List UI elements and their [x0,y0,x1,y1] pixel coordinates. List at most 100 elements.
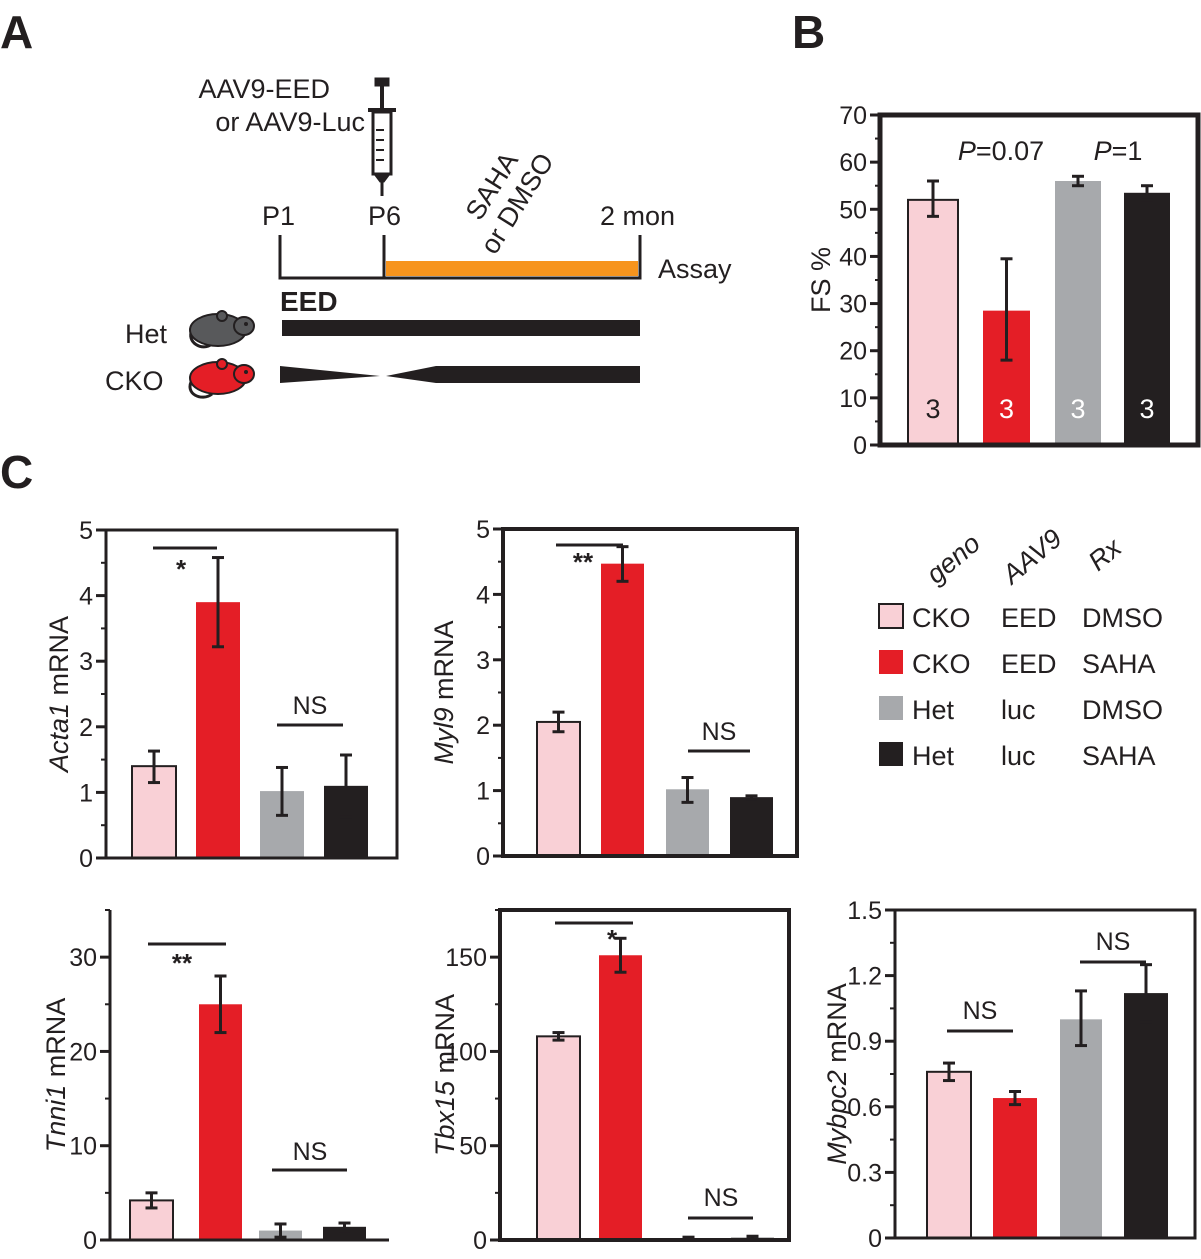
y-axis-label-gene: Acta1 [44,703,74,774]
bar-mybpc2-1 [993,1098,1037,1238]
error-bar-acta1-2 [276,765,288,817]
error-bar-mybpc2-0 [943,1061,955,1083]
tick-label-myl9-3: 3 [476,647,490,675]
syringe-icon [368,77,396,196]
chart-myl9: 0 1 2 3 4 5 Myl9 mRNA ** NS [429,516,799,871]
ns-label: NS [293,692,328,720]
y-axis-label-unit: mRNA [822,983,852,1070]
tick-label-mybpc2-2: 0.6 [847,1094,882,1122]
tick-label-tbx15-2: 100 [445,1038,487,1066]
error-bar-mybpc2-3 [1140,963,1152,1024]
y-axis-label-unit: mRNA [44,616,74,703]
ns-label: NS [702,718,737,746]
error-bar-mybpc2-1 [1009,1089,1021,1107]
legend-swatch [879,696,903,720]
cko-eed-rescue-bar [386,366,640,383]
bar-tbx15-1 [599,955,642,1240]
panel-letter-a: A [0,6,33,58]
tick-label-myl9-0: 0 [476,843,490,871]
legend-rx: DMSO [1082,603,1163,633]
legend-row-0: CKO EED DMSO [878,603,1163,633]
legend-geno: CKO [912,603,971,633]
error-bar-tbx15-0 [552,1031,565,1042]
y-axis-label-tbx15: Tbx15 mRNA [430,994,460,1156]
bar-mybpc2-0 [926,1070,972,1240]
tick-label-acta1-0: 0 [79,845,93,873]
bar-tnni1-1 [199,1004,242,1240]
p-number: =0.07 [976,136,1044,166]
timepoint-end: 2 mon [600,201,675,231]
bar-tbx15-0 [536,1035,581,1242]
legend-swatch [878,603,904,629]
tick-label-myl9-5: 5 [476,516,490,544]
error-bar-tnni1-1 [214,974,227,1035]
error-bar-tnni1-2 [274,1222,287,1239]
injection-label-1: AAV9-EED [198,74,330,104]
tick-label-myl9-1: 1 [476,778,490,806]
error-bar-myl9-1 [616,545,629,583]
error-bar-acta1-1 [212,556,224,649]
het-eed-expression-bar [282,320,640,336]
legend-aav9: luc [1001,695,1036,725]
tick-label-tnni1-1: 10 [69,1133,97,1161]
bar-tnni1-3 [323,1226,366,1240]
bar-n-label-1: 3 [999,394,1014,424]
significance-stars: * [176,554,187,584]
assay-label: Assay [658,254,732,284]
legend-header-aav9: AAV9 [995,523,1068,591]
p-value-1: P=1 [1094,136,1143,166]
y-axis-label-gene: Mybpc2 [822,1070,852,1165]
legend-rx: DMSO [1082,695,1163,725]
chart-acta1: 0 1 2 3 4 5 Acta1 mRNA * NS [44,517,399,873]
tick-label-fs-1: 10 [839,385,867,413]
error-bar-fs-1 [1000,257,1013,362]
p-symbol: P [1094,136,1112,166]
tick-label-mybpc2-3: 0.9 [847,1028,882,1056]
chart-mybpc2: 0 0.3 0.6 0.9 1.2 1.5 Mybpc2 mRNA NS NS [822,897,1197,1253]
legend-row-2: Het luc DMSO [879,695,1163,725]
injection-label-2: or AAV9-Luc [215,107,365,137]
tick-label-acta1-3: 3 [79,648,93,676]
p-number: =1 [1112,136,1143,166]
y-axis-label-myl9: Myl9 mRNA [429,620,459,764]
error-bar-acta1-3 [340,753,352,819]
tick-label-acta1-5: 5 [79,517,93,545]
chart-tbx15: 0 50 100 150 Tbx15 mRNA * NS [430,908,791,1255]
bar-mybpc2-2 [1060,1019,1102,1238]
bar-mybpc2-3 [1124,993,1168,1238]
tick-label-fs-6: 60 [839,149,867,177]
bar-fs-2 [1055,181,1101,445]
tick-label-fs-3: 30 [839,291,867,319]
error-bar-myl9-3 [745,794,758,801]
legend-aav9: luc [1001,741,1036,771]
significance-stars: ** [573,547,594,577]
ns-label: NS [963,997,998,1025]
y-axis-label-acta1: Acta1 mRNA [44,616,74,774]
tick-label-acta1-4: 4 [79,583,93,611]
legend-geno: CKO [912,649,971,679]
bar-myl9-3 [730,797,773,856]
tick-label-acta1-1: 1 [79,779,93,807]
tick-label-fs-4: 40 [839,243,867,271]
significance-stars: ** [172,948,193,978]
tick-label-fs-2: 20 [839,338,867,366]
y-axis-label-fs: FS % [806,247,836,313]
bar-n-label-3: 3 [1139,394,1154,424]
tick-label-myl9-4: 4 [476,581,490,609]
tick-label-mybpc2-1: 0.3 [847,1159,882,1187]
cko-eed-loss-wedge [280,366,380,383]
tick-label-fs-5: 50 [839,196,867,224]
legend-row-3: Het luc SAHA [879,741,1156,771]
tick-label-fs-0: 0 [853,432,867,460]
error-bar-fs-3 [1141,184,1153,202]
tick-label-myl9-2: 2 [476,712,490,740]
mouse-icon-het [189,310,255,349]
panel-letter-c: C [0,446,33,498]
tick-label-tnni1-3: 30 [69,944,97,972]
tick-label-mybpc2-5: 1.5 [847,897,882,925]
error-bar-myl9-2 [681,776,694,804]
bar-myl9-0 [536,720,581,857]
